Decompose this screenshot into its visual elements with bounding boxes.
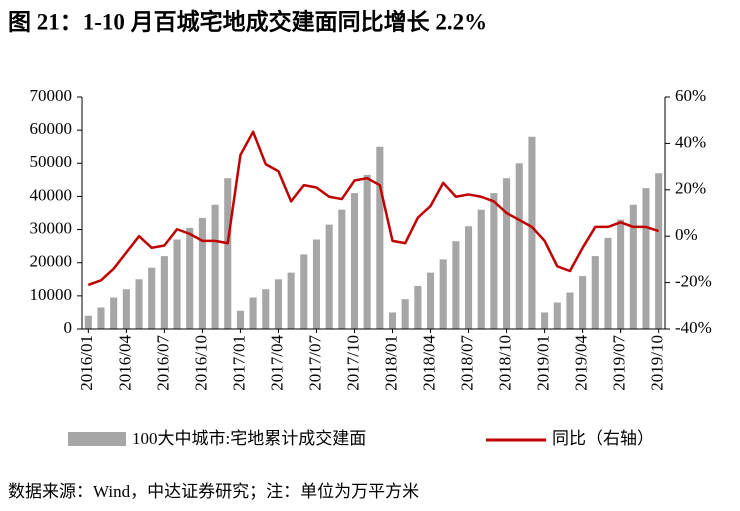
y2-tick-label: 0% — [675, 225, 698, 244]
y-tick-label: 30000 — [30, 218, 73, 237]
bar — [224, 178, 232, 329]
x-tick-label: 2018/10 — [495, 335, 514, 391]
bar — [503, 178, 511, 329]
bar — [211, 204, 219, 329]
y-tick-label: 40000 — [30, 185, 73, 204]
x-tick-label: 2018/04 — [419, 335, 438, 391]
x-tick-label: 2019/04 — [572, 335, 591, 391]
y2-tick-label: -40% — [675, 318, 712, 337]
legend-label: 100大中城市:宅地累计成交建面 — [132, 429, 366, 448]
bar — [655, 173, 663, 329]
bar — [528, 136, 536, 329]
legend-swatch-bar — [68, 432, 126, 446]
x-tick-label: 2018/07 — [457, 335, 476, 391]
bar — [363, 174, 371, 329]
bar — [173, 239, 181, 329]
bar — [566, 292, 574, 329]
y-tick-label: 60000 — [30, 119, 73, 138]
bar — [617, 219, 625, 329]
bar — [414, 285, 422, 329]
source-note: 数据来源：Wind，中达证券研究；注：单位为万平方米 — [8, 482, 419, 501]
bar — [97, 307, 105, 329]
bar — [452, 241, 460, 329]
bar — [426, 272, 435, 329]
bar — [604, 237, 612, 329]
x-tick-label: 2019/01 — [534, 335, 553, 391]
bar — [376, 146, 384, 329]
y2-tick-label: 60% — [675, 86, 706, 105]
bar — [591, 256, 599, 329]
bar — [262, 289, 270, 329]
y-tick-label: 0 — [64, 318, 73, 337]
x-tick-label: 2018/01 — [381, 335, 400, 391]
legend-label: 同比（右轴） — [552, 429, 654, 448]
bar — [122, 289, 130, 329]
bar — [629, 204, 637, 329]
x-tick-label: 2016/01 — [77, 335, 96, 391]
bar — [579, 275, 587, 329]
bar — [249, 297, 257, 329]
x-tick-label: 2017/04 — [267, 335, 286, 391]
bar — [236, 310, 244, 329]
bar — [287, 272, 295, 329]
bar — [110, 297, 118, 329]
bar — [477, 209, 485, 329]
bar — [465, 226, 473, 329]
bar — [642, 188, 650, 329]
bar — [490, 193, 498, 329]
bar — [300, 254, 308, 329]
y-tick-label: 20000 — [30, 252, 73, 271]
bar — [198, 217, 206, 329]
line — [87, 130, 660, 287]
x-tick-label: 2017/01 — [229, 335, 248, 391]
chart-title: 图 21：1-10 月百城宅地成交建面同比增长 2.2% — [8, 8, 487, 34]
y2-tick-label: 20% — [675, 179, 706, 198]
bar — [338, 209, 346, 329]
x-tick-label: 2016/10 — [191, 335, 210, 391]
y2-tick-label: 40% — [675, 132, 706, 151]
x-tick-label: 2017/07 — [305, 335, 324, 391]
bar — [148, 267, 156, 329]
bar — [388, 312, 397, 329]
bar — [135, 279, 143, 329]
y-tick-label: 50000 — [30, 152, 73, 171]
x-tick-label: 2019/10 — [648, 335, 667, 391]
x-tick-label: 2017/10 — [343, 335, 362, 391]
x-tick-label: 2016/04 — [115, 335, 134, 391]
bar — [350, 193, 359, 329]
bar — [186, 227, 194, 329]
bar — [515, 163, 523, 329]
bar — [401, 299, 409, 329]
bar — [160, 256, 168, 329]
bar — [274, 279, 282, 329]
bar — [541, 312, 549, 329]
y-tick-label: 70000 — [30, 86, 73, 105]
x-tick-label: 2019/07 — [610, 335, 629, 391]
bar — [439, 259, 447, 329]
y-tick-label: 10000 — [30, 285, 73, 304]
bar — [325, 224, 333, 329]
bar — [553, 302, 561, 329]
bar — [84, 315, 92, 329]
bar — [312, 239, 321, 329]
y2-tick-label: -20% — [675, 272, 712, 291]
x-tick-label: 2016/07 — [153, 335, 172, 391]
